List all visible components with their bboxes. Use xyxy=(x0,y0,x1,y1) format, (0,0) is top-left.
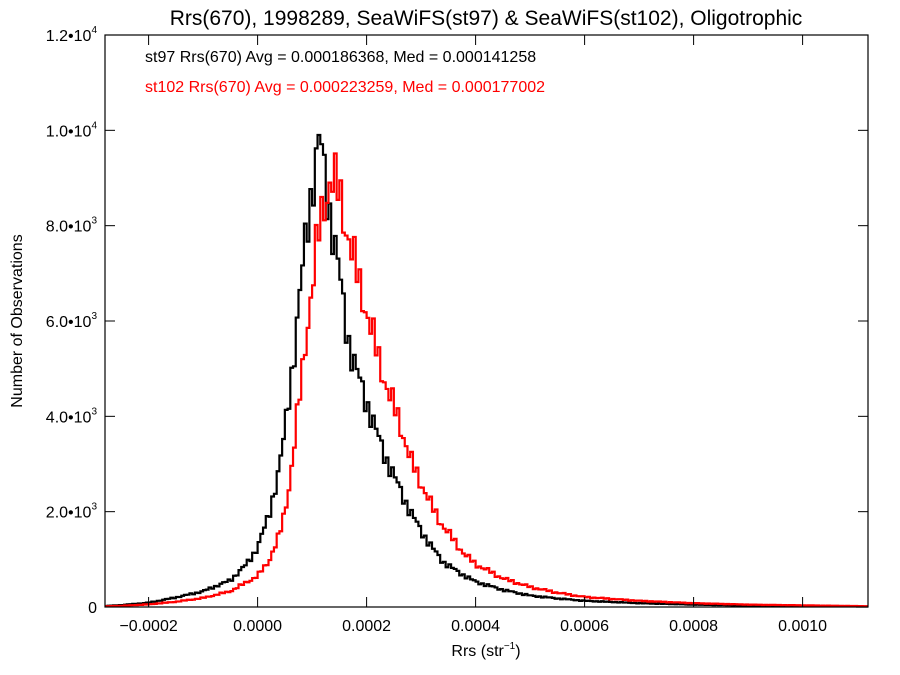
plot-frame xyxy=(104,34,869,608)
y-tick-label: 1.0•104 xyxy=(46,120,98,140)
chart-title: Rrs(670), 1998289, SeaWiFS(st97) & SeaWi… xyxy=(170,7,803,30)
y-tick-label-text: 1.2•10 xyxy=(46,28,92,45)
x-axis-ticks: −0.0002 0.0000 0.0002 0.0004 0.0006 0.0008 0.0… xyxy=(119,35,827,635)
y-tick-label-text: 0 xyxy=(88,600,97,617)
st97-annotation: st97 Rrs(670) Avg = 0.000186368, Med = 0… xyxy=(145,49,536,66)
y-tick-label: 8.0•103 xyxy=(46,216,98,236)
y-axis-label: Number of Observations xyxy=(9,234,26,407)
x-tick-label: 0.0008 xyxy=(669,618,718,635)
y-tick-label-exponent: 4 xyxy=(91,25,97,36)
y-tick-label-text: 4.0•10 xyxy=(46,409,92,426)
x-tick-label: 0.0006 xyxy=(560,618,609,635)
series-st97-histogram xyxy=(105,133,868,608)
x-axis-label-suffix: ) xyxy=(515,643,520,660)
y-tick-label: 2.0•103 xyxy=(46,502,98,522)
y-tick-label: 6.0•103 xyxy=(46,311,98,331)
series-st102-histogram xyxy=(105,152,868,608)
y-tick-label: 4.0•103 xyxy=(46,406,98,426)
y-tick-label-exponent: 3 xyxy=(91,311,97,322)
x-axis-label-superscript: −1 xyxy=(504,641,516,652)
y-tick-label-exponent: 4 xyxy=(91,120,97,131)
x-tick-label: 0.0004 xyxy=(451,618,500,635)
x-tick-label: 0.0010 xyxy=(778,618,827,635)
y-tick-label-text: 6.0•10 xyxy=(46,314,92,331)
y-tick-label-exponent: 3 xyxy=(91,406,97,417)
x-axis-label: Rrs (str−1) xyxy=(451,641,520,660)
x-tick-label: −0.0002 xyxy=(119,618,177,635)
y-tick-label-exponent: 3 xyxy=(91,216,97,227)
y-tick-label-text: 1.0•10 xyxy=(46,123,92,140)
x-tick-label: 0.0002 xyxy=(342,618,391,635)
y-tick-label: 1.2•104 xyxy=(46,25,98,45)
y-tick-label-exponent: 3 xyxy=(91,502,97,513)
st102-annotation: st102 Rrs(670) Avg = 0.000223259, Med = … xyxy=(145,79,545,96)
y-tick-label-text: 2.0•10 xyxy=(46,505,92,522)
x-tick-label: 0.0000 xyxy=(233,618,282,635)
y-tick-label-text: 8.0•10 xyxy=(46,219,92,236)
series-layer xyxy=(105,133,868,608)
y-tick-label: 0 xyxy=(88,600,97,617)
x-axis-label-main: Rrs (str xyxy=(451,643,504,660)
y-axis-ticks: 02.0•1034.0•1036.0•1038.0•1031.0•1041.2•… xyxy=(46,25,868,617)
